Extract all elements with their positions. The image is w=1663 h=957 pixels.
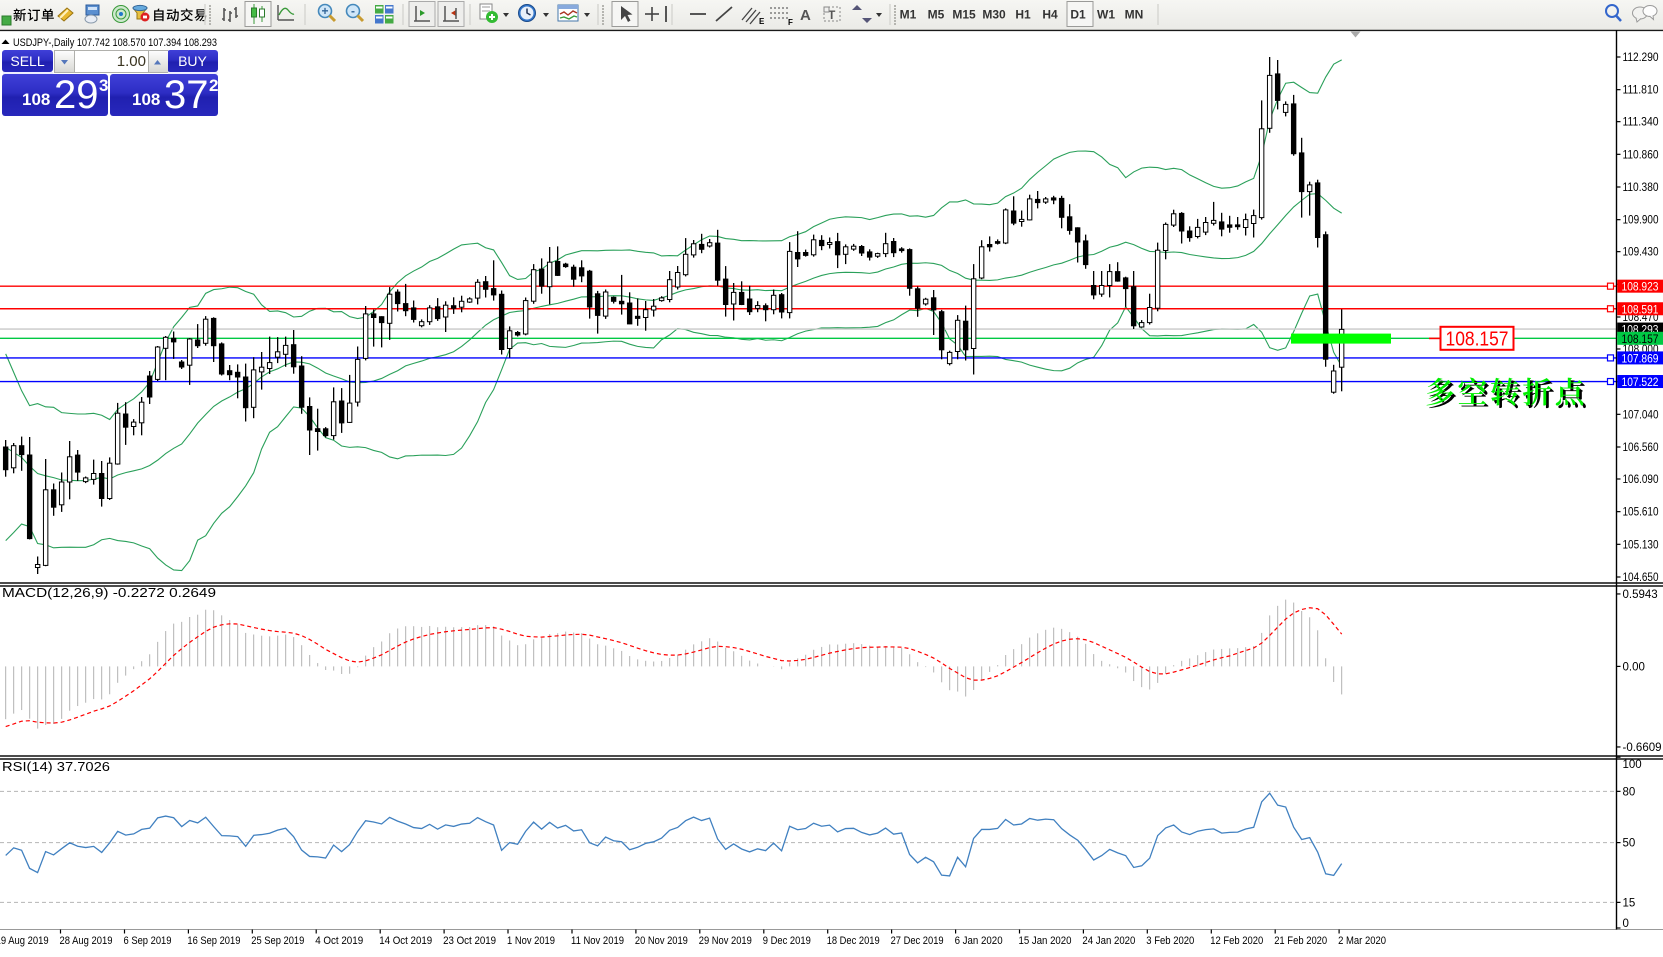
svg-text:50: 50: [1623, 838, 1636, 850]
svg-text:80: 80: [1623, 786, 1636, 798]
svg-text:106.560: 106.560: [1623, 442, 1659, 454]
svg-text:109.430: 109.430: [1623, 247, 1659, 259]
svg-text:F: F: [788, 18, 793, 27]
svg-text:M15: M15: [952, 8, 976, 22]
svg-text:100: 100: [1623, 759, 1642, 771]
svg-text:A: A: [800, 7, 811, 24]
svg-text:20 Nov 2019: 20 Nov 2019: [635, 935, 688, 947]
svg-text:29 Nov 2019: 29 Nov 2019: [699, 935, 752, 947]
svg-text:9 Dec 2019: 9 Dec 2019: [763, 935, 811, 947]
svg-text:107.869: 107.869: [1622, 353, 1659, 365]
svg-text:H1: H1: [1015, 8, 1031, 22]
svg-text:E: E: [759, 17, 765, 26]
svg-text:4 Oct 2019: 4 Oct 2019: [315, 935, 363, 947]
svg-text:MACD(12,26,9) -0.2272 0.2649: MACD(12,26,9) -0.2272 0.2649: [2, 585, 216, 600]
svg-text:RSI(14) 37.7026: RSI(14) 37.7026: [2, 759, 110, 774]
svg-text:6 Jan 2020: 6 Jan 2020: [955, 935, 1003, 947]
svg-text:USDJPY-,Daily 107.742 108.570: USDJPY-,Daily 107.742 108.570 107.394 10…: [13, 37, 217, 49]
svg-text:109.900: 109.900: [1623, 215, 1659, 227]
svg-text:105.610: 105.610: [1623, 507, 1659, 519]
svg-text:14 Oct 2019: 14 Oct 2019: [379, 935, 432, 947]
svg-text:108.923: 108.923: [1622, 282, 1659, 294]
svg-text:2 Mar 2020: 2 Mar 2020: [1338, 935, 1386, 947]
svg-text:6 Sep 2019: 6 Sep 2019: [124, 935, 172, 947]
svg-text:28 Aug 2019: 28 Aug 2019: [60, 935, 113, 947]
svg-text:106.090: 106.090: [1623, 474, 1659, 486]
svg-text:107.040: 107.040: [1623, 409, 1659, 421]
svg-text:W1: W1: [1097, 8, 1115, 22]
svg-text:108.157: 108.157: [1446, 329, 1509, 351]
svg-text:0.00: 0.00: [1623, 661, 1645, 673]
svg-text:T: T: [828, 8, 836, 22]
svg-text:16 Sep 2019: 16 Sep 2019: [187, 935, 240, 947]
svg-text:105.130: 105.130: [1623, 539, 1659, 551]
svg-text:D1: D1: [1070, 8, 1086, 22]
svg-text:3 Feb 2020: 3 Feb 2020: [1146, 935, 1194, 947]
svg-text:1 Nov 2019: 1 Nov 2019: [507, 935, 555, 947]
svg-text:104.650: 104.650: [1623, 572, 1659, 584]
svg-text:24 Jan 2020: 24 Jan 2020: [1082, 935, 1135, 947]
svg-text:M1: M1: [900, 8, 917, 22]
svg-text:110.380: 110.380: [1623, 182, 1659, 194]
svg-text:-0.6609: -0.6609: [1623, 742, 1662, 754]
svg-text:111.340: 111.340: [1623, 117, 1659, 129]
svg-text:MN: MN: [1125, 8, 1144, 22]
svg-text:21 Feb 2020: 21 Feb 2020: [1274, 935, 1327, 947]
svg-text:18 Dec 2019: 18 Dec 2019: [827, 935, 880, 947]
svg-text:108.591: 108.591: [1622, 304, 1659, 316]
svg-text:M30: M30: [982, 8, 1006, 22]
svg-text:0: 0: [1623, 918, 1629, 930]
svg-text:110.860: 110.860: [1623, 149, 1659, 161]
svg-text:107.522: 107.522: [1622, 377, 1659, 389]
svg-text:112.290: 112.290: [1623, 52, 1659, 64]
svg-text:15 Jan 2020: 15 Jan 2020: [1019, 935, 1072, 947]
svg-text:27 Dec 2019: 27 Dec 2019: [891, 935, 944, 947]
svg-text:H4: H4: [1042, 8, 1058, 22]
svg-text:15: 15: [1623, 897, 1636, 909]
svg-text:23 Oct 2019: 23 Oct 2019: [443, 935, 496, 947]
svg-text:111.810: 111.810: [1623, 85, 1659, 97]
svg-text:-: -: [351, 4, 355, 18]
svg-text:25 Sep 2019: 25 Sep 2019: [251, 935, 304, 947]
svg-text:+: +: [321, 4, 328, 18]
svg-text:M5: M5: [928, 8, 945, 22]
svg-text:12 Feb 2020: 12 Feb 2020: [1210, 935, 1263, 947]
svg-text:11 Nov 2019: 11 Nov 2019: [571, 935, 624, 947]
svg-text:19 Aug 2019: 19 Aug 2019: [0, 935, 49, 947]
svg-text:0.5943: 0.5943: [1623, 589, 1658, 601]
svg-text:108.157: 108.157: [1622, 334, 1659, 346]
